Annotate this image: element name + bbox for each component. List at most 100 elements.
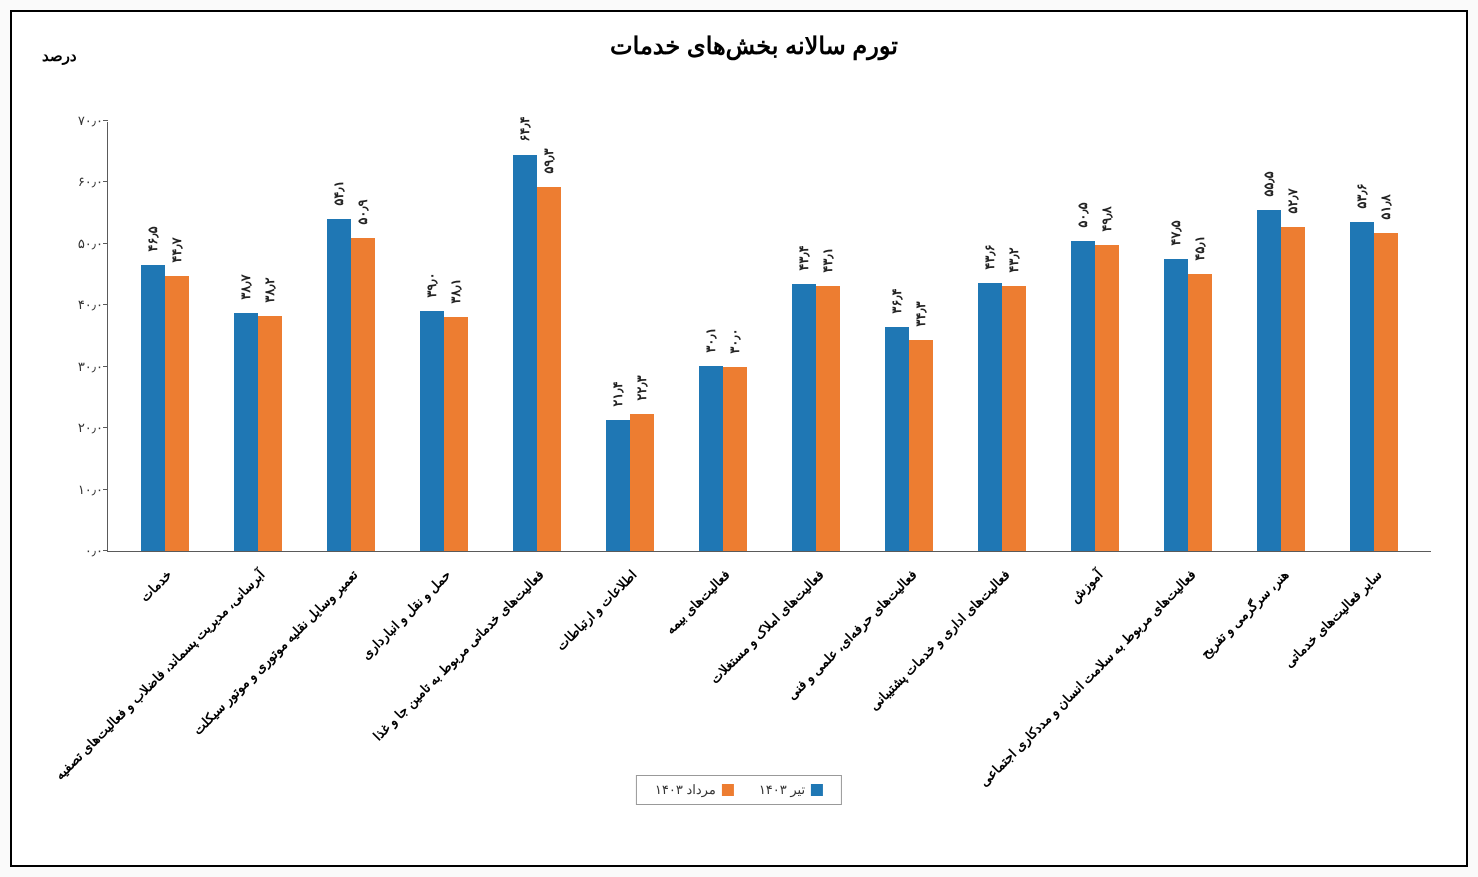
y-tick-mark (103, 304, 108, 305)
plot-area: ۴۶٫۵۴۴٫۷۳۸٫۷۳۸٫۲۵۴٫۱۵۰٫۹۳۹٫۰۳۸٫۱۶۴٫۴۵۹٫۳… (107, 122, 1431, 552)
bar-series1: ۴۷٫۵ (1164, 259, 1188, 551)
bar-series2: ۴۳٫۲ (1002, 286, 1026, 551)
bar-series2: ۵۹٫۳ (537, 187, 561, 551)
chart-title: تورم سالانه بخش‌های خدمات (72, 32, 1436, 61)
bar-value-label: ۵۹٫۳ (541, 148, 557, 173)
legend-label-series1: تیر ۱۴۰۳ (759, 782, 805, 798)
y-tick-mark (103, 120, 108, 121)
y-tick: ۰٫۰ (58, 543, 103, 559)
bar-value-label: ۵۰٫۹ (355, 200, 371, 225)
y-tick-mark (103, 427, 108, 428)
y-tick-mark (103, 243, 108, 244)
x-label-text: آبرسانی، مدیریت پسماند، فاضلاب و فعالیت‌… (52, 567, 268, 783)
bar-group: ۴۳٫۴۴۳٫۱ (792, 284, 840, 551)
bar-value-label: ۵۵٫۵ (1261, 171, 1277, 196)
x-label-text: هنر، سرگرمی و تفریح (1198, 567, 1293, 662)
bar-group: ۶۴٫۴۵۹٫۳ (513, 155, 561, 551)
bar-group: ۳۸٫۷۳۸٫۲ (234, 313, 282, 551)
y-tick-mark (103, 489, 108, 490)
x-label-text: حمل و نقل و انبارداری (358, 567, 454, 663)
x-label-text: فعالیت‌های بیمه (663, 567, 734, 638)
legend-item-series2: مرداد ۱۴۰۳ (655, 782, 734, 798)
bar-series1: ۵۴٫۱ (327, 219, 351, 551)
bar-group: ۵۰٫۵۴۹٫۸ (1071, 241, 1119, 551)
bar-series2: ۴۹٫۸ (1095, 245, 1119, 551)
bar-value-label: ۴۹٫۸ (1099, 207, 1115, 232)
bar-group: ۵۳٫۶۵۱٫۸ (1350, 222, 1398, 551)
y-tick: ۵۰٫۰ (58, 236, 103, 252)
legend-label-series2: مرداد ۱۴۰۳ (655, 782, 716, 798)
bar-value-label: ۳۹٫۰ (424, 273, 440, 298)
bar-series1: ۵۵٫۵ (1257, 210, 1281, 551)
bar-value-label: ۴۷٫۵ (1168, 221, 1184, 246)
legend-item-series1: تیر ۱۴۰۳ (759, 782, 823, 798)
bar-group: ۴۶٫۵۴۴٫۷ (141, 265, 189, 551)
bar-series2: ۳۸٫۱ (444, 317, 468, 551)
bar-series1: ۵۳٫۶ (1350, 222, 1374, 551)
bar-series2: ۴۳٫۱ (816, 286, 840, 551)
bar-group: ۵۴٫۱۵۰٫۹ (327, 219, 375, 551)
y-tick: ۳۰٫۰ (58, 359, 103, 375)
bar-series1: ۲۱٫۴ (606, 420, 630, 551)
bar-series2: ۵۱٫۸ (1374, 233, 1398, 551)
x-label-text: فعالیت‌های مربوط به سلامت انسان و مددکار… (976, 567, 1199, 790)
bar-series1: ۴۶٫۵ (141, 265, 165, 551)
legend-swatch-series2 (722, 784, 734, 796)
bar-series2: ۳۸٫۲ (258, 316, 282, 551)
bar-group: ۴۳٫۶۴۳٫۲ (978, 283, 1026, 551)
bar-series1: ۳۰٫۱ (699, 366, 723, 551)
y-tick: ۲۰٫۰ (58, 420, 103, 436)
x-label-text: اطلاعات و ارتباطات (554, 567, 641, 654)
bar-value-label: ۵۰٫۵ (1075, 202, 1091, 227)
bar-series1: ۳۹٫۰ (420, 311, 444, 551)
y-tick: ۷۰٫۰ (58, 113, 103, 129)
bar-series2: ۳۴٫۳ (909, 340, 933, 551)
bar-value-label: ۵۴٫۱ (331, 180, 347, 205)
y-tick-mark (103, 366, 108, 367)
bar-series2: ۵۰٫۹ (351, 238, 375, 551)
y-tick: ۱۰٫۰ (58, 482, 103, 498)
bar-value-label: ۵۱٫۸ (1378, 194, 1394, 219)
bar-series2: ۳۰٫۰ (723, 367, 747, 551)
bar-series2: ۲۲٫۳ (630, 414, 654, 551)
bar-value-label: ۴۳٫۴ (796, 246, 812, 271)
bar-value-label: ۳۸٫۱ (448, 278, 464, 303)
bar-value-label: ۳۰٫۱ (703, 328, 719, 353)
bar-value-label: ۲۲٫۳ (634, 375, 650, 400)
bar-value-label: ۴۳٫۱ (820, 248, 836, 273)
legend: تیر ۱۴۰۳ مرداد ۱۴۰۳ (636, 775, 842, 805)
bar-value-label: ۵۳٫۶ (1354, 183, 1370, 208)
bar-series2: ۵۲٫۷ (1281, 227, 1305, 551)
legend-swatch-series1 (811, 784, 823, 796)
y-axis-label: درصد (42, 47, 77, 65)
bar-series1: ۴۳٫۶ (978, 283, 1002, 551)
x-label-text: سایر فعالیت‌های خدماتی (1282, 567, 1386, 671)
bars-row: ۴۶٫۵۴۴٫۷۳۸٫۷۳۸٫۲۵۴٫۱۵۰٫۹۳۹٫۰۳۸٫۱۶۴٫۴۵۹٫۳… (108, 122, 1431, 551)
x-label-text: فعالیت‌های خدماتی مربوط به تامین جا و غذ… (370, 567, 547, 744)
x-label-text: خدمات (137, 567, 175, 605)
bar-value-label: ۵۲٫۷ (1285, 189, 1301, 214)
bar-value-label: ۴۴٫۷ (169, 238, 185, 263)
bar-group: ۳۰٫۱۳۰٫۰ (699, 366, 747, 551)
bar-value-label: ۳۸٫۷ (238, 275, 254, 300)
bar-series1: ۵۰٫۵ (1071, 241, 1095, 551)
y-tick: ۶۰٫۰ (58, 174, 103, 190)
bar-value-label: ۳۸٫۲ (262, 278, 278, 303)
bar-series1: ۴۳٫۴ (792, 284, 816, 551)
bar-value-label: ۴۳٫۶ (982, 245, 998, 270)
x-label-text: آموزش (1067, 567, 1106, 606)
bar-value-label: ۴۳٫۲ (1006, 247, 1022, 272)
bar-series1: ۳۶٫۴ (885, 327, 909, 551)
bar-value-label: ۴۶٫۵ (145, 227, 161, 252)
y-tick-mark (103, 181, 108, 182)
bar-group: ۳۶٫۴۳۴٫۳ (885, 327, 933, 551)
y-tick-mark (103, 550, 108, 551)
bar-group: ۳۹٫۰۳۸٫۱ (420, 311, 468, 551)
bar-series1: ۳۸٫۷ (234, 313, 258, 551)
bar-series2: ۴۵٫۱ (1188, 274, 1212, 551)
bar-value-label: ۶۴٫۴ (517, 117, 533, 142)
bar-group: ۲۱٫۴۲۲٫۳ (606, 414, 654, 551)
bar-value-label: ۳۰٫۰ (727, 328, 743, 353)
bar-value-label: ۳۶٫۴ (889, 289, 905, 314)
chart-container: تورم سالانه بخش‌های خدمات درصد ۴۶٫۵۴۴٫۷۳… (10, 10, 1468, 867)
